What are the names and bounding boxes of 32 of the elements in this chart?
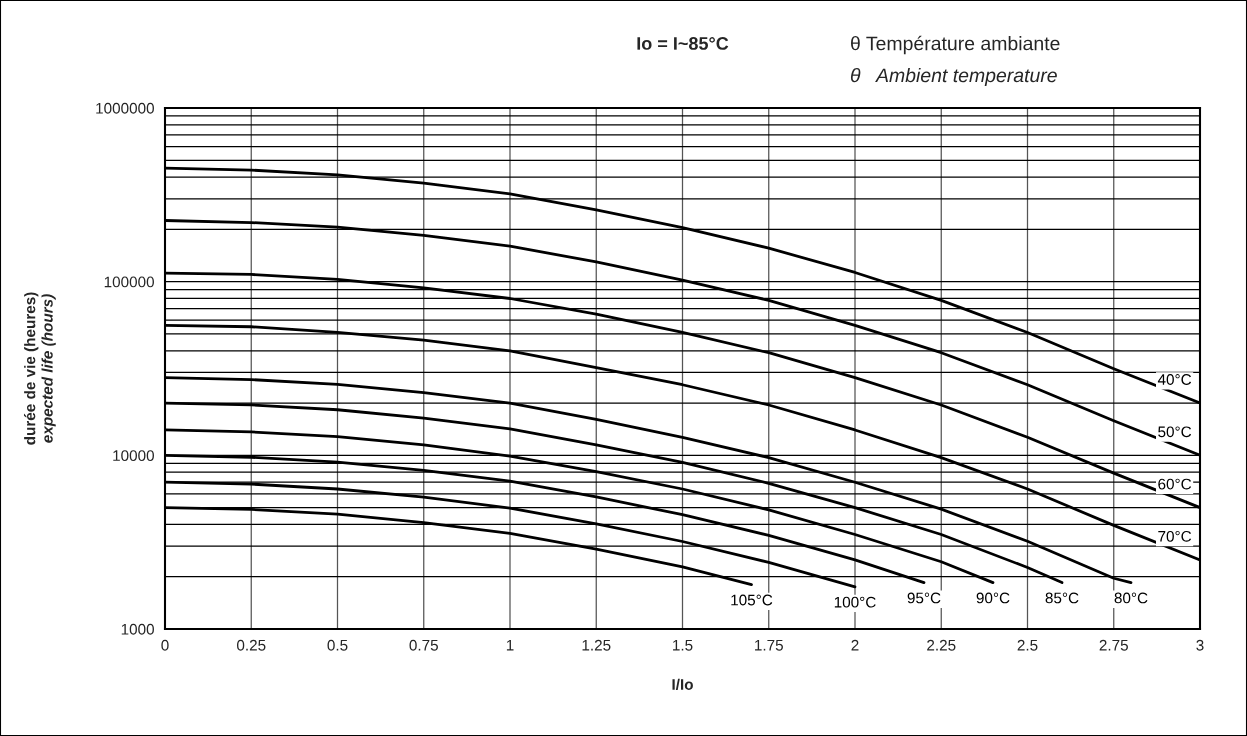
x-tick-label: 0.5 [327,639,348,651]
chart-title: Io = I~85°C [637,37,729,50]
series-label: 95°C [907,592,941,604]
x-tick-label: 0.25 [236,639,266,651]
text: θ Température ambiante [851,35,1060,55]
series-label: 100°C [834,596,876,608]
series-label: 105°C [731,594,773,606]
x-tick-label: 1.75 [755,639,783,651]
x-axis-title: I/Io [672,678,693,691]
x-tick-label: 3 [1196,639,1204,651]
series-label: 90°C [976,592,1010,604]
series-label: 60°C [1158,478,1192,490]
x-tick-label: 1 [506,639,514,651]
x-tick-label: 0 [161,639,169,651]
x-tick-label: 2.75 [1099,639,1128,651]
y-tick-label: 1000 [121,623,154,635]
x-tick-label: 1.5 [673,639,693,651]
text: θ Ambient temperature [850,67,1057,87]
series-label: 50°C [1158,426,1192,438]
y-tick-label: 100000 [104,276,154,288]
y-tick-label: 1000000 [96,102,154,114]
y-axis-title: durée de vie (heures) expected life (hours) [23,292,56,445]
x-tick-label: 2.5 [1017,639,1038,651]
series-label: 85°C [1045,592,1079,604]
x-tick-label: 0.75 [409,639,438,651]
y-tick-label: 10000 [113,450,154,462]
series-label: 70°C [1158,530,1192,542]
x-tick-label: 2 [851,639,859,651]
series-label: 40°C [1157,374,1192,385]
x-tick-label: 1.25 [582,639,611,651]
x-tick-label: 2.25 [927,639,956,651]
series-label: 80°C [1114,592,1148,604]
